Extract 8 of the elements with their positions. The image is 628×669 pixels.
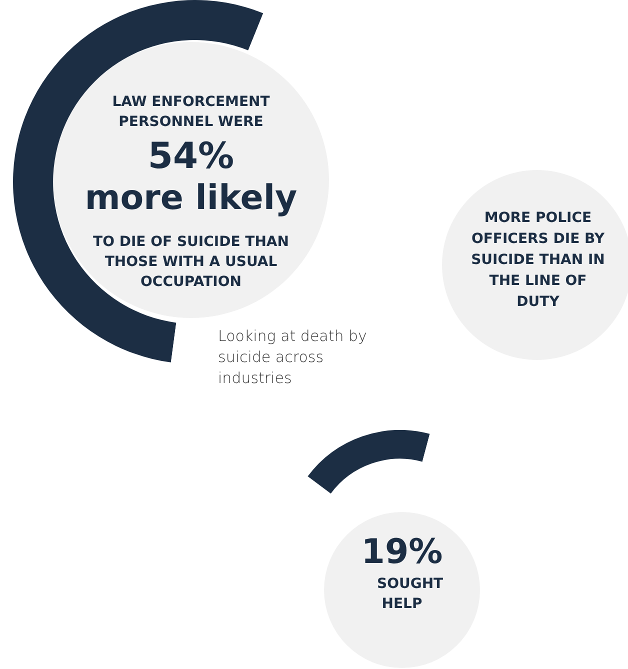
- text: LAW ENFORCEMENT PERSONNEL WERE: [111, 93, 271, 132]
- text: MORE POLICE OFFICERS DIE BY SUICIDE THAN IN THE LINE OF DUTY: [470, 209, 606, 312]
- text: 19%: [360, 532, 444, 572]
- text: 54%: [146, 136, 236, 177]
- text: TO DIE OF SUICIDE THAN THOSE WITH A USUAL OCCUPATION: [92, 233, 290, 292]
- text: Looking at death by suicide across industries: [218, 326, 368, 389]
- text: SOUGHT HELP: [377, 575, 444, 614]
- text: more likely: [84, 178, 298, 218]
